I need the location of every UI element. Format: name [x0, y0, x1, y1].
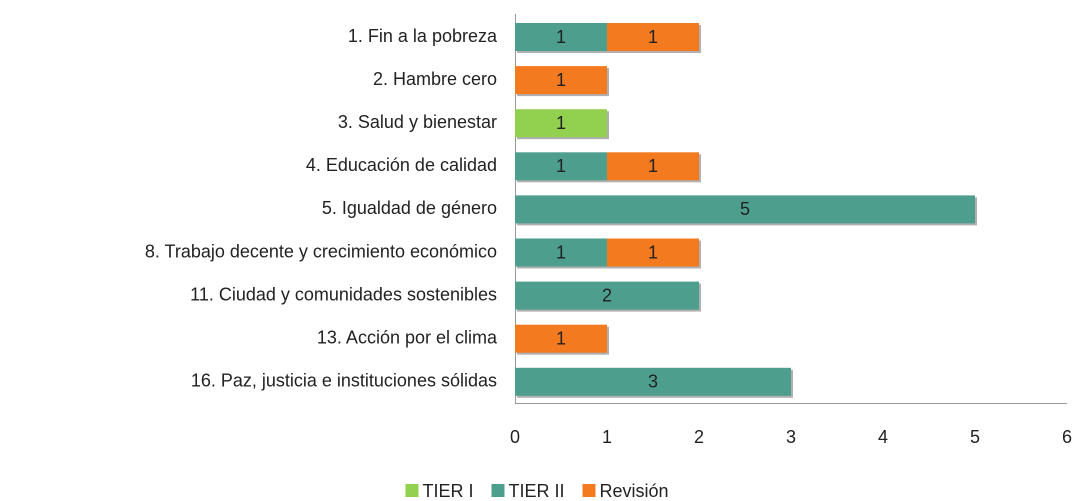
bar	[607, 238, 699, 267]
legend-label: TIER I	[422, 481, 473, 501]
y-tick-label: 2. Hambre cero	[373, 69, 497, 89]
data-label: 1	[648, 242, 658, 262]
bar	[515, 109, 607, 138]
data-label: 5	[740, 199, 750, 219]
x-tick-label: 6	[1062, 427, 1072, 447]
data-label: 1	[556, 328, 566, 348]
legend-swatch	[582, 484, 596, 497]
y-tick-label: 11. Ciudad y comunidades sostenibles	[190, 284, 497, 304]
y-tick-label: 1. Fin a la pobreza	[348, 26, 498, 46]
bar	[515, 238, 607, 267]
legend-swatch	[491, 484, 505, 497]
legend: TIER I TIER II Revisión	[405, 481, 669, 501]
y-tick-label: 3. Salud y bienestar	[338, 112, 497, 132]
bar	[515, 324, 607, 353]
bar	[515, 195, 975, 224]
legend-swatch	[405, 484, 419, 497]
legend-label: Revisión	[600, 481, 669, 501]
bar	[515, 66, 607, 95]
bar	[607, 23, 699, 51]
bar	[515, 23, 607, 51]
data-label: 1	[648, 27, 658, 47]
bar	[607, 152, 699, 181]
y-tick-label: 5. Igualdad de género	[322, 198, 497, 218]
data-label: 1	[556, 70, 566, 90]
y-tick-label: 16. Paz, justicia e instituciones sólida…	[191, 371, 497, 391]
bar	[515, 152, 607, 181]
data-label: 3	[648, 372, 658, 392]
x-tick-label: 0	[510, 427, 520, 447]
x-tick-label: 2	[694, 427, 704, 447]
x-tick-label: 1	[602, 427, 612, 447]
data-label: 1	[556, 27, 566, 47]
bar	[515, 281, 699, 310]
y-tick-label: 13. Acción por el clima	[317, 327, 498, 347]
legend-label: TIER II	[508, 481, 564, 501]
y-tick-label: 4. Educación de calidad	[306, 155, 497, 175]
data-label: 1	[648, 156, 658, 176]
x-tick-label: 5	[970, 427, 980, 447]
data-label: 1	[556, 242, 566, 262]
data-label: 2	[602, 285, 612, 305]
y-tick-label: 8. Trabajo decente y crecimiento económi…	[145, 241, 497, 261]
data-label: 1	[556, 156, 566, 176]
x-tick-label: 4	[878, 427, 888, 447]
x-tick-label: 3	[786, 427, 796, 447]
data-label: 1	[556, 113, 566, 133]
bar	[515, 367, 791, 396]
